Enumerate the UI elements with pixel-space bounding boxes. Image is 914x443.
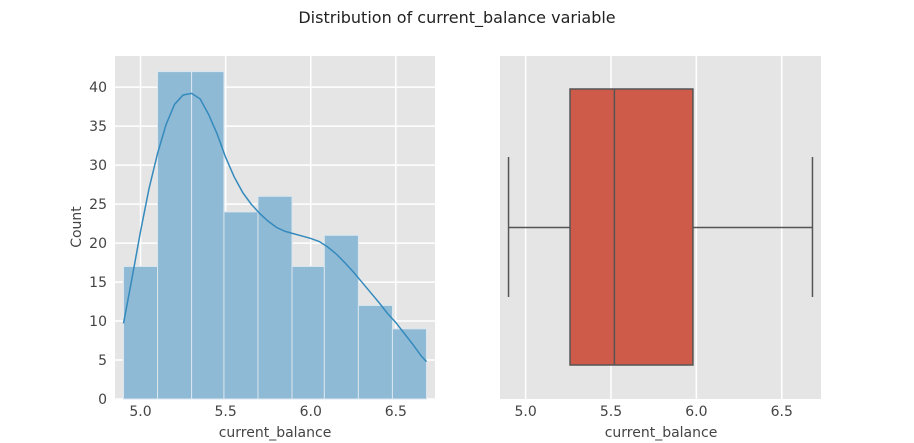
histogram-y-tick-label: 0 (98, 392, 107, 408)
histogram-y-tick-label: 35 (89, 119, 107, 135)
histogram-bar (191, 71, 225, 400)
histogram-bar (323, 234, 359, 400)
histogram-y-tick-label: 30 (89, 158, 107, 174)
histogram-x-tick-labels: 5.0 5.5 6.0 6.5 (129, 404, 407, 420)
histogram-x-axis-label: current_balance (219, 425, 332, 441)
histogram-y-tick-label: 25 (89, 197, 107, 213)
histogram-y-axis-label: Count (69, 206, 85, 248)
histogram-y-tick-label: 15 (89, 275, 107, 291)
histogram-bars (123, 71, 427, 400)
boxplot-x-axis-label: current_balance (605, 425, 718, 441)
histogram-y-tick-label: 20 (89, 236, 107, 252)
boxplot-x-tick-label: 6.0 (685, 404, 707, 420)
histogram-bar (357, 304, 393, 400)
histogram-bar (257, 195, 293, 400)
boxplot-x-tick-label: 5.0 (514, 404, 536, 420)
histogram-bar (223, 211, 259, 400)
histogram-x-tick-label: 6.0 (300, 404, 322, 420)
histogram-y-tick-label: 40 (89, 80, 107, 96)
interquartile-box (569, 88, 694, 366)
boxplot-panel: 5.0 5.5 6.0 6.5 current_balance (500, 56, 821, 441)
histogram-panel: 5.0 5.5 6.0 6.5 0 5 10 15 20 25 30 35 40 current_ba… (69, 56, 435, 441)
histogram-y-tick-label: 10 (89, 314, 107, 330)
histogram-bar (157, 71, 193, 400)
boxplot-x-tick-labels: 5.0 5.5 6.0 6.5 (514, 404, 792, 420)
boxplot-x-tick-label: 6.5 (771, 404, 793, 420)
histogram-y-tick-labels: 0 5 10 15 20 25 30 35 40 (89, 80, 107, 408)
histogram-x-tick-label: 6.5 (385, 404, 407, 420)
histogram-bar (291, 265, 325, 400)
histogram-x-tick-label: 5.0 (129, 404, 151, 420)
histogram-x-tick-label: 5.5 (215, 404, 237, 420)
histogram-bar (123, 265, 159, 400)
kde-line (122, 92, 428, 363)
histogram-y-tick-label: 5 (98, 353, 107, 369)
boxplot-x-tick-label: 5.5 (600, 404, 622, 420)
figure-title: Distribution of current_balance variable (298, 8, 615, 28)
boxplot (507, 88, 814, 366)
